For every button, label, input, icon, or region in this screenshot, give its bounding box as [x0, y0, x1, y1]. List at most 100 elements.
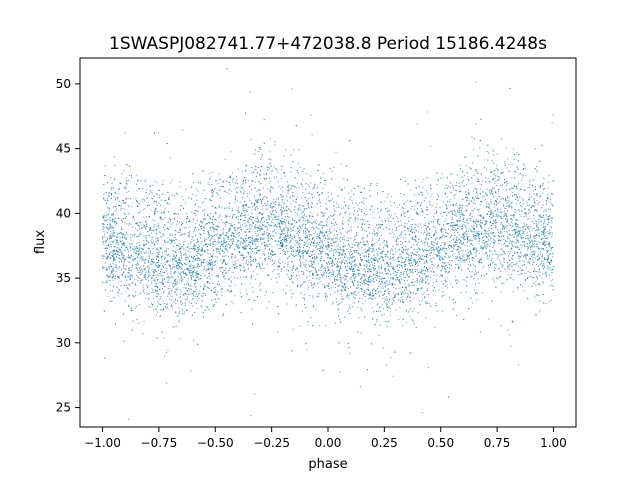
- data-point: [409, 271, 411, 273]
- data-point: [492, 241, 494, 243]
- data-point: [441, 259, 443, 261]
- data-point: [300, 285, 302, 288]
- data-point: [179, 293, 181, 295]
- data-point: [261, 154, 263, 156]
- data-point: [143, 208, 145, 210]
- data-point: [396, 269, 398, 271]
- data-point: [349, 304, 351, 306]
- data-point: [215, 255, 217, 258]
- data-point: [310, 222, 313, 224]
- data-point: [544, 209, 546, 211]
- data-point: [466, 184, 468, 186]
- data-point: [121, 202, 123, 204]
- data-point: [105, 249, 107, 252]
- data-point: [445, 270, 448, 273]
- data-point: [326, 253, 328, 255]
- data-point: [305, 173, 307, 175]
- data-point: [184, 304, 186, 307]
- data-point: [493, 280, 495, 282]
- data-point: [180, 271, 182, 273]
- data-point: [159, 299, 161, 301]
- data-point: [353, 285, 355, 287]
- data-point: [445, 229, 447, 231]
- data-point: [342, 298, 344, 300]
- data-point: [132, 233, 134, 235]
- data-point: [218, 241, 221, 243]
- data-point: [195, 266, 197, 268]
- data-point: [386, 210, 389, 212]
- data-point: [540, 250, 542, 253]
- data-point: [364, 290, 366, 292]
- data-point: [127, 276, 130, 278]
- data-point: [348, 251, 350, 253]
- data-point: [456, 314, 458, 316]
- data-point: [130, 177, 132, 179]
- data-point: [448, 248, 451, 250]
- data-point: [196, 252, 198, 254]
- data-point: [425, 249, 427, 252]
- data-point: [276, 281, 278, 283]
- data-point: [153, 214, 155, 216]
- data-point: [385, 267, 387, 269]
- data-point: [265, 205, 267, 207]
- data-point: [255, 267, 257, 269]
- data-point: [121, 236, 123, 238]
- data-point: [379, 324, 381, 327]
- data-point: [152, 219, 154, 221]
- data-point: [537, 254, 540, 256]
- data-point: [496, 185, 498, 187]
- data-point: [453, 231, 455, 234]
- data-point: [302, 170, 304, 173]
- data-point: [328, 246, 330, 249]
- data-point: [403, 203, 405, 205]
- data-point: [402, 296, 404, 298]
- data-point: [447, 232, 449, 234]
- data-point: [331, 244, 333, 246]
- data-point: [480, 188, 482, 190]
- data-point: [331, 270, 333, 272]
- data-point: [389, 280, 391, 282]
- data-point: [475, 81, 477, 83]
- data-point: [245, 226, 247, 228]
- data-point: [510, 226, 512, 228]
- data-point: [144, 207, 146, 209]
- data-point: [357, 286, 359, 288]
- data-point: [182, 129, 184, 131]
- data-point: [414, 280, 416, 283]
- data-point: [132, 235, 134, 237]
- data-point: [427, 279, 429, 281]
- data-point: [270, 159, 272, 161]
- data-point: [203, 201, 205, 203]
- data-point: [231, 256, 233, 258]
- data-point: [484, 223, 486, 226]
- data-point: [120, 269, 122, 271]
- data-point: [391, 303, 393, 305]
- data-point: [172, 263, 174, 265]
- data-point: [110, 290, 112, 292]
- data-point: [445, 218, 447, 220]
- data-point: [509, 187, 511, 190]
- data-point: [224, 234, 226, 236]
- data-point: [209, 172, 211, 174]
- data-point: [255, 153, 257, 155]
- data-point: [490, 217, 492, 219]
- data-point: [405, 256, 407, 259]
- data-point: [310, 266, 312, 268]
- data-point: [239, 224, 242, 227]
- data-point: [376, 241, 378, 243]
- data-point: [162, 337, 164, 339]
- data-point: [162, 212, 164, 214]
- data-point: [192, 193, 194, 196]
- data-point: [113, 196, 115, 198]
- data-point: [473, 199, 476, 201]
- data-point: [106, 252, 108, 254]
- data-point: [439, 259, 442, 261]
- data-point: [231, 207, 233, 209]
- data-point: [218, 194, 220, 196]
- data-point: [426, 242, 429, 244]
- data-point: [386, 263, 388, 265]
- data-point: [429, 204, 431, 206]
- data-point: [395, 279, 397, 281]
- data-point: [416, 245, 419, 247]
- data-point: [188, 243, 190, 245]
